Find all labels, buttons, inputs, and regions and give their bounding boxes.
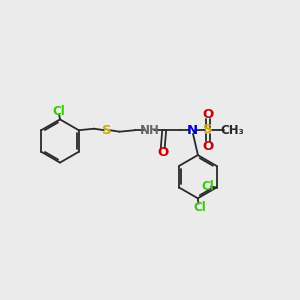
Text: CH₃: CH₃ [220, 124, 244, 137]
Text: O: O [202, 107, 214, 121]
Text: Cl: Cl [52, 105, 65, 119]
Text: Cl: Cl [193, 201, 206, 214]
Text: NH: NH [140, 124, 160, 137]
Text: O: O [202, 140, 214, 153]
Text: N: N [187, 124, 198, 137]
Text: S: S [102, 124, 112, 137]
Text: O: O [157, 146, 168, 159]
Text: S: S [203, 123, 213, 136]
Text: Cl: Cl [202, 179, 214, 193]
